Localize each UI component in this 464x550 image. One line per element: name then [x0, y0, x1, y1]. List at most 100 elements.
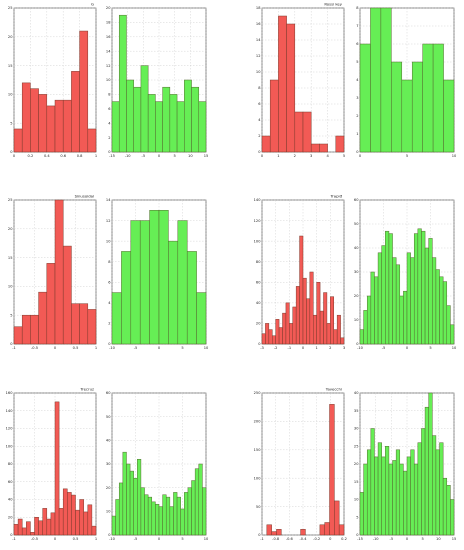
x-tick-label: -1 [260, 537, 264, 541]
histogram-bar [118, 14, 127, 153]
histogram-bar [140, 65, 149, 153]
x-tick-label: -10 [109, 537, 116, 541]
histogram-bar [121, 251, 132, 345]
histogram-bar [38, 291, 48, 345]
y-tick-label: 250 [254, 391, 262, 395]
x-tick-label: 0 [329, 537, 332, 541]
histogram-bar [385, 230, 390, 345]
histogram-bar [385, 446, 390, 536]
x-tick-label: 10 [452, 154, 457, 158]
histogram-bar [381, 245, 386, 345]
histogram-bar [176, 101, 185, 153]
histogram-bar [184, 492, 189, 536]
histogram-bar [413, 233, 419, 345]
histogram-bar [278, 15, 287, 153]
histogram-bar [196, 292, 207, 345]
y-tick-label: 10 [8, 285, 13, 289]
histogram-bar [450, 324, 455, 345]
histogram-panel-2: -15 -10 -5 0 5 10 15 0 2 4 6 8 10 12 14 16 18 20 [106, 6, 208, 158]
histogram-bar [272, 335, 276, 345]
y-tick-label: 10 [106, 510, 111, 514]
histogram-bar [58, 508, 64, 536]
histogram-bar [410, 449, 415, 536]
histogram-bar [13, 326, 23, 345]
histogram-panel-10: -10 -5 0 5 10 0 10 20 30 40 50 60 [106, 391, 209, 541]
histogram-bar [79, 30, 89, 153]
histogram-bar [165, 496, 171, 536]
histogram-bar [71, 303, 80, 345]
x-tick-label: 0.5 [73, 537, 79, 541]
x-tick-label: -0.4 [299, 537, 307, 541]
histogram-bar [310, 143, 320, 153]
histogram-bar [316, 282, 321, 345]
y-tick-label: 0 [356, 150, 359, 154]
y-tick-label: 50 [106, 415, 111, 419]
histogram-bar [155, 503, 160, 536]
y-tick-label: 12 [256, 54, 261, 58]
histogram-bar [439, 442, 444, 536]
histogram-bar [111, 515, 116, 536]
y-tick-label: 160 [6, 391, 14, 395]
histogram-bar [261, 333, 266, 345]
histogram-bar [115, 499, 120, 536]
histogram-bar [428, 238, 433, 345]
histogram-bar [79, 303, 89, 345]
x-tick-label: -0.5 [31, 537, 38, 541]
histogram-bar [67, 492, 72, 536]
histogram-bar [326, 323, 331, 345]
x-tick-label: 10 [452, 346, 457, 350]
histogram-bar [432, 43, 444, 153]
y-tick-label: 2 [258, 134, 260, 138]
panel-title: Tavecchi [325, 387, 342, 392]
histogram-bar [26, 521, 31, 536]
x-tick-label: 5 [422, 537, 424, 541]
histogram-bar [370, 271, 375, 345]
y-tick-label: 2 [108, 136, 110, 140]
x-tick-label: 0 [158, 154, 161, 158]
y-tick-label: 20 [106, 486, 111, 490]
histogram-bar [147, 94, 156, 153]
y-tick-label: 60 [256, 280, 261, 284]
y-tick-label: 20 [8, 35, 13, 39]
histogram-bar [403, 470, 408, 536]
y-tick-label: 20 [256, 322, 261, 326]
y-tick-label: 100 [254, 476, 262, 480]
x-tick-label: -3 [260, 346, 264, 350]
histogram-bar [388, 233, 393, 345]
histogram-bar [111, 101, 120, 153]
histogram-bar [276, 529, 282, 536]
histogram-bar [422, 43, 434, 153]
y-tick-label: 40 [354, 391, 359, 395]
y-tick-label: 6 [108, 280, 111, 284]
histogram-bar [46, 263, 56, 345]
x-tick-label: 0.2 [28, 154, 34, 158]
x-tick-label: 1 [277, 154, 279, 158]
histogram-bar [17, 518, 23, 536]
histogram-bar [91, 525, 97, 536]
y-tick-label: 0 [10, 533, 13, 537]
histogram-bar [278, 327, 283, 345]
y-tick-label: 140 [254, 198, 262, 202]
y-tick-label: 1 [356, 132, 358, 136]
histogram-bar [395, 264, 401, 345]
x-tick-label: -1 [288, 346, 292, 350]
histogram-bar [111, 292, 122, 345]
histogram-bar [411, 61, 423, 153]
histogram-bar [129, 470, 134, 536]
histogram-bar [54, 199, 64, 345]
histogram-bar [432, 257, 437, 345]
histogram-bar [147, 496, 153, 536]
histogram-bar [300, 529, 306, 536]
y-tick-label: 40 [8, 498, 13, 502]
histogram-bar [435, 449, 440, 536]
x-tick-label: 1 [95, 537, 97, 541]
y-tick-label: 0 [108, 342, 111, 346]
histogram-bar [359, 492, 364, 536]
histogram-bar [180, 508, 185, 536]
y-tick-label: 25 [8, 6, 13, 10]
histogram-bar [173, 492, 178, 536]
y-tick-label: 8 [258, 86, 261, 90]
histogram-bar [286, 23, 296, 153]
histogram-bar [34, 517, 39, 536]
x-tick-label: 5 [181, 537, 183, 541]
